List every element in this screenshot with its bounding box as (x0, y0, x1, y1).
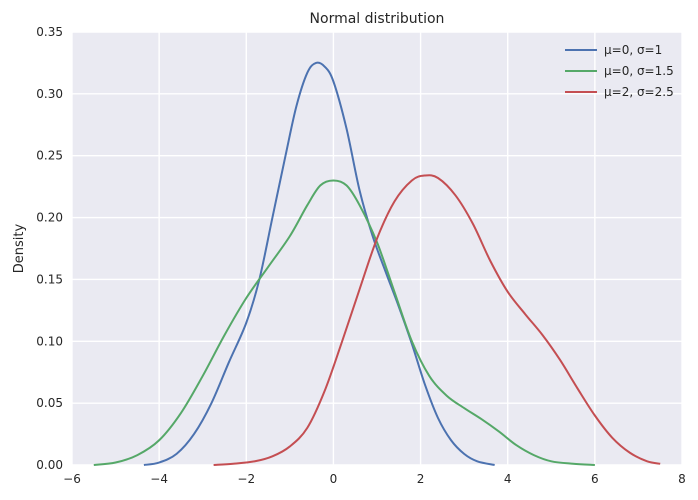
series-line (213, 174, 661, 466)
series-line (93, 179, 595, 466)
x-tick-label: −6 (63, 472, 81, 486)
y-tick-label: 0.30 (36, 87, 63, 101)
x-tick-label: 0 (330, 472, 338, 486)
y-tick-label: 0.00 (36, 458, 63, 472)
y-axis-label: Density (12, 223, 27, 273)
legend-label: μ=2, σ=2.5 (604, 85, 674, 99)
series-lines (93, 61, 661, 466)
x-tick-label: −4 (150, 472, 168, 486)
legend-label: μ=0, σ=1 (604, 43, 662, 57)
y-axis-ticks: 0.00 0.05 0.10 0.15 0.20 0.25 0.30 0.35 (36, 25, 63, 472)
y-tick-label: 0.10 (36, 334, 63, 348)
legend: μ=0, σ=1 μ=0, σ=1.5 μ=2, σ=2.5 (565, 43, 674, 99)
x-tick-label: 6 (591, 472, 599, 486)
y-tick-label: 0.05 (36, 396, 63, 410)
chart-title: Normal distribution (310, 11, 445, 27)
series-line (143, 61, 495, 466)
legend-label: μ=0, σ=1.5 (604, 64, 674, 78)
x-tick-label: 4 (504, 472, 512, 486)
grid (71, 31, 683, 466)
y-tick-label: 0.35 (36, 25, 63, 39)
y-tick-label: 0.20 (36, 211, 63, 225)
y-tick-label: 0.25 (36, 149, 63, 163)
x-tick-label: 8 (678, 472, 686, 486)
x-tick-label: 2 (417, 472, 425, 486)
x-tick-label: −2 (237, 472, 255, 486)
y-tick-label: 0.15 (36, 272, 63, 286)
x-axis-ticks: −6 −4 −2 0 2 4 6 8 (63, 472, 686, 486)
